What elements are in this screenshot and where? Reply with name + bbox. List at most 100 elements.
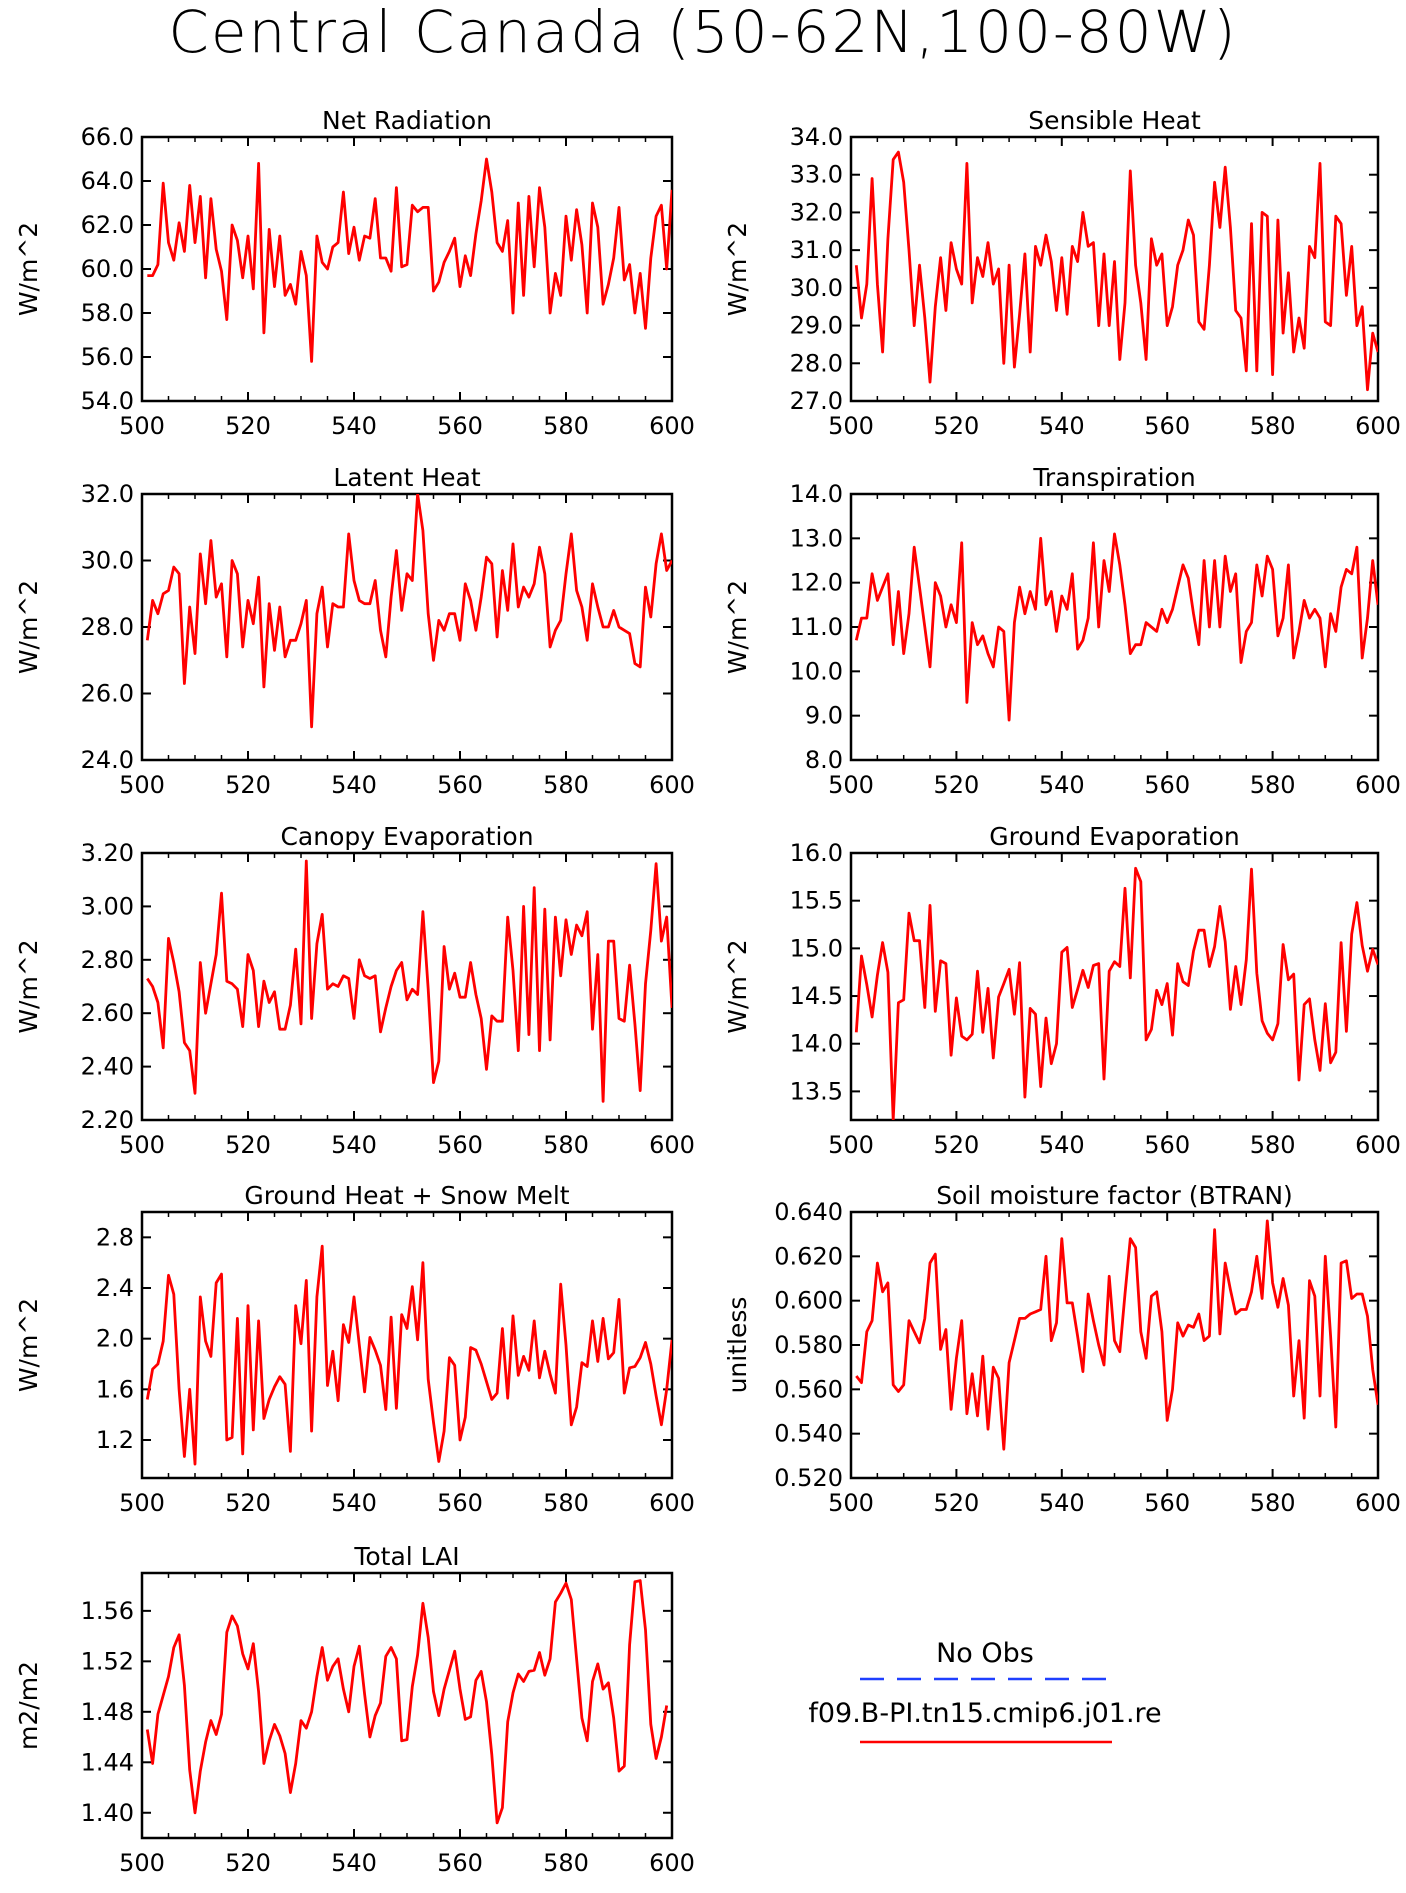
- x-tick-label: 520: [225, 412, 271, 440]
- x-tick-label: 560: [437, 1131, 483, 1159]
- x-tick-label: 560: [437, 412, 483, 440]
- y-tick-label: 13.5: [790, 1077, 843, 1105]
- x-tick-label: 600: [649, 771, 695, 799]
- panel-ground-evaporation: Ground Evaporation 500 520 540 560 580 600 13.5…: [723, 822, 1401, 1159]
- series-line: [147, 157, 672, 363]
- x-tick-label: 540: [1039, 412, 1085, 440]
- y-tick-label: 66.0: [81, 123, 134, 151]
- series-line: [145, 1579, 669, 1825]
- x-tick-label: 540: [1039, 1131, 1085, 1159]
- plot-frame: [140, 1210, 674, 1480]
- y-tick-label: 56.0: [81, 343, 134, 371]
- y-tick-label: 1.44: [81, 1748, 134, 1776]
- y-tick-label: 3.00: [81, 892, 134, 920]
- x-tick-label: 580: [543, 412, 589, 440]
- legend: No Obs f09.B-PI.tn15.cmip6.j01.re: [808, 1638, 1162, 1744]
- x-tick-label: 540: [1039, 771, 1085, 799]
- x-tick-label: 500: [828, 1131, 874, 1159]
- y-axis-label: W/m^2: [723, 222, 752, 316]
- x-tick-label: 580: [1250, 1489, 1296, 1517]
- panel-canopy-evaporation: Canopy Evaporation 500 520 540 560 580 600 2.20…: [14, 822, 695, 1159]
- panel-transpiration: Transpiration 500 520 540 560 580 600 8.0 9.0 10.…: [723, 463, 1401, 799]
- y-tick-label: 2.8: [96, 1223, 134, 1251]
- x-tick-label: 520: [225, 1489, 271, 1517]
- panel-latent-heat: Latent Heat 500 520 540 560 580 600 24.0 26.0 28.…: [14, 463, 695, 799]
- panel-soil-moisture-factor-btran: Soil moisture factor (BTRAN) 500 520 540 560…: [723, 1181, 1401, 1517]
- y-axis-label: m2/m2: [14, 1661, 43, 1750]
- y-tick-label: 26.0: [81, 680, 134, 708]
- panel-total-lai: Total LAI 500 520 540 560 580 600 1.40 1.44 1.48 1…: [14, 1542, 695, 1877]
- x-tick-label: 500: [828, 1489, 874, 1517]
- x-tick-label: 560: [1144, 1131, 1190, 1159]
- y-tick-label: 8.0: [805, 746, 843, 774]
- y-tick-label: 14.0: [790, 480, 843, 508]
- x-tick-label: 580: [1250, 412, 1296, 440]
- y-tick-label: 12.0: [790, 569, 843, 597]
- y-tick-label: 30.0: [81, 547, 134, 575]
- y-tick-label: 2.20: [81, 1106, 134, 1134]
- x-tick-label: 520: [933, 412, 979, 440]
- panel-net-radiation: Net Radiation 500 520 540 560 580 600 54.0 56.0 5…: [14, 106, 695, 440]
- y-tick-label: 60.0: [81, 255, 134, 283]
- y-tick-label: 16.0: [790, 839, 843, 867]
- x-tick-label: 600: [1355, 1131, 1401, 1159]
- panel-title: Sensible Heat: [1028, 106, 1201, 135]
- x-tick-label: 500: [119, 1849, 165, 1877]
- y-tick-label: 2.60: [81, 999, 134, 1027]
- y-tick-label: 3.20: [81, 839, 134, 867]
- panel-title: Transpiration: [1032, 463, 1195, 492]
- y-tick-label: 24.0: [81, 746, 134, 774]
- series-line: [854, 532, 1378, 722]
- y-tick-label: 28.0: [790, 349, 843, 377]
- y-tick-label: 1.2: [96, 1426, 134, 1454]
- panel-title: Soil moisture factor (BTRAN): [936, 1181, 1293, 1210]
- x-tick-label: 500: [119, 1489, 165, 1517]
- x-tick-label: 560: [437, 1489, 483, 1517]
- x-tick-label: 580: [1250, 771, 1296, 799]
- panel-title: Ground Heat + Snow Melt: [244, 1181, 569, 1210]
- x-tick-label: 500: [828, 771, 874, 799]
- x-tick-label: 520: [225, 1849, 271, 1877]
- x-tick-label: 580: [543, 771, 589, 799]
- y-tick-label: 1.52: [81, 1647, 134, 1675]
- x-tick-label: 500: [119, 771, 165, 799]
- x-tick-label: 520: [933, 771, 979, 799]
- y-tick-label: 0.560: [774, 1375, 843, 1403]
- y-tick-label: 2.40: [81, 1053, 134, 1081]
- x-tick-label: 560: [1144, 412, 1190, 440]
- legend-obs-label: No Obs: [936, 1638, 1034, 1669]
- x-tick-label: 540: [331, 1489, 377, 1517]
- x-tick-label: 540: [1039, 1489, 1085, 1517]
- series-line: [146, 859, 672, 1103]
- y-tick-label: 34.0: [790, 123, 843, 151]
- y-tick-label: 9.0: [805, 702, 843, 730]
- y-tick-label: 31.0: [790, 236, 843, 264]
- x-tick-label: 580: [1250, 1131, 1296, 1159]
- x-tick-label: 580: [543, 1489, 589, 1517]
- series-line: [855, 1219, 1378, 1451]
- panel-title: Ground Evaporation: [989, 822, 1239, 851]
- x-tick-label: 520: [933, 1131, 979, 1159]
- x-tick-label: 600: [649, 412, 695, 440]
- x-tick-label: 580: [543, 1131, 589, 1159]
- y-tick-label: 0.600: [774, 1287, 843, 1315]
- figure-title: Central Canada (50-62N,100-80W): [168, 0, 1237, 66]
- y-tick-label: 11.0: [790, 613, 843, 641]
- x-tick-label: 520: [225, 771, 271, 799]
- y-tick-label: 2.0: [96, 1325, 134, 1353]
- legend-model-label: f09.B-PI.tn15.cmip6.j01.re: [808, 1698, 1161, 1729]
- x-tick-label: 600: [649, 1131, 695, 1159]
- panel-title: Latent Heat: [333, 463, 481, 492]
- x-tick-label: 560: [1144, 1489, 1190, 1517]
- x-tick-label: 520: [225, 1131, 271, 1159]
- x-tick-label: 600: [649, 1489, 695, 1517]
- x-tick-label: 500: [119, 1131, 165, 1159]
- y-tick-label: 14.5: [790, 982, 843, 1010]
- x-tick-label: 500: [828, 412, 874, 440]
- plot-frame: [140, 492, 674, 762]
- y-tick-label: 0.620: [774, 1242, 843, 1270]
- panel-ground-heat-snow-melt: Ground Heat + Snow Melt 500 520 540 560 580 60…: [14, 1181, 695, 1517]
- series-line: [854, 866, 1378, 1120]
- x-tick-label: 560: [1144, 771, 1190, 799]
